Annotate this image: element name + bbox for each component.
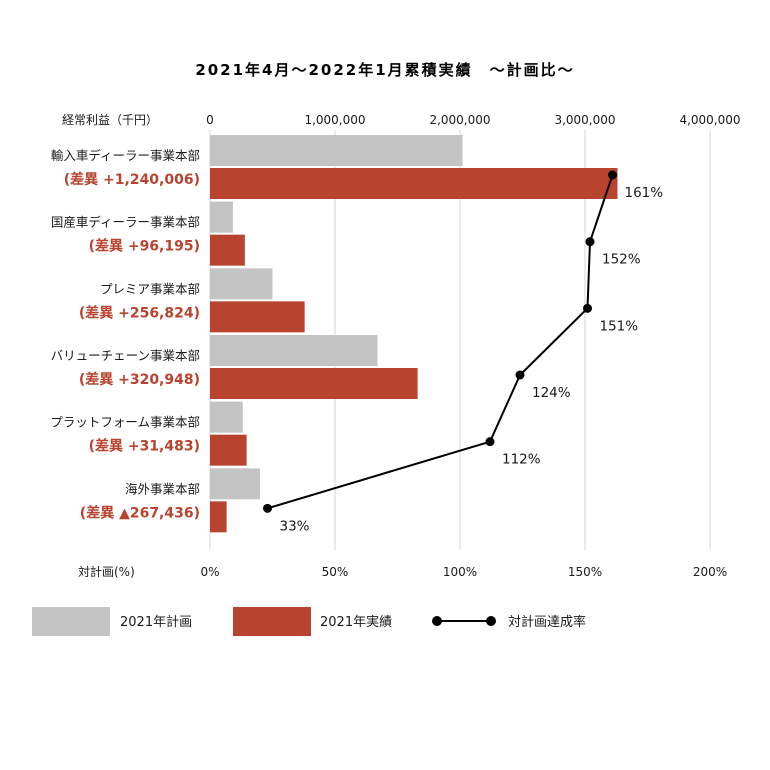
rate-label: 151% (600, 318, 639, 334)
top-tick-label: 3,000,000 (554, 113, 615, 127)
category-label: バリューチェーン事業本部 (51, 348, 200, 363)
rate-polyline (267, 174, 614, 510)
legend-line-point (432, 616, 442, 626)
plan-bar (210, 335, 378, 366)
category-label: 海外事業本部 (125, 481, 200, 496)
rate-label: 33% (280, 518, 310, 534)
actual-bar (210, 301, 305, 333)
actual-bar (210, 368, 418, 399)
difference-label: (差異 ▲267,436) (80, 504, 200, 521)
rate-point (585, 237, 595, 247)
plan-bar (210, 201, 233, 233)
chart-title: 2021年4月～2022年1月累積実績 ～計画比～ (195, 61, 574, 79)
rate-label: 161% (625, 185, 664, 201)
top-axis-ticks: 0 1,000,000 2,000,000 3,000,000 4,000,000 (206, 113, 740, 127)
bottom-tick-label: 150% (568, 565, 602, 579)
legend-line-point (486, 616, 496, 626)
category-label: プラットフォーム事業本部 (50, 415, 200, 430)
bottom-axis-label: 対計画(%) (78, 564, 135, 579)
difference-label: (差異 +256,824) (79, 304, 200, 321)
plan-bar (210, 268, 273, 300)
bottom-tick-label: 0% (200, 565, 219, 579)
top-tick-label: 2,000,000 (429, 113, 490, 127)
actual-bar (210, 234, 245, 266)
legend-plan-swatch (32, 607, 110, 636)
rate-line: 161% 152% 151% 124% 112% 33% (263, 170, 664, 534)
plan-bar (210, 468, 260, 500)
bottom-axis-ticks: 0% 50% 100% 150% 200% (200, 565, 727, 579)
legend: 2021年計画 2021年実績 対計画達成率 (32, 607, 586, 636)
actual-bar (210, 434, 247, 466)
legend-actual-label: 2021年実績 (320, 614, 392, 630)
top-axis-label: 経常利益（千円） (62, 113, 158, 127)
bars (210, 135, 618, 533)
category-label: 輸入車ディーラー事業本部 (51, 148, 200, 163)
rate-point (485, 437, 495, 447)
legend-rate-label: 対計画達成率 (508, 614, 586, 630)
top-tick-label: 1,000,000 (304, 113, 365, 127)
rate-label: 124% (532, 385, 571, 401)
rate-point (515, 370, 525, 380)
category-label: プレミア事業本部 (100, 281, 200, 296)
plan-bar (210, 401, 243, 433)
bottom-tick-label: 100% (443, 565, 477, 579)
top-tick-label: 4,000,000 (679, 113, 740, 127)
rate-point (583, 303, 592, 313)
difference-label: (差異 +1,240,006) (64, 171, 200, 188)
rate-label: 152% (602, 252, 641, 268)
difference-label: (差異 +320,948) (79, 371, 200, 388)
actual-bar (210, 168, 618, 199)
legend-plan-label: 2021年計画 (120, 614, 192, 630)
difference-label: (差異 +31,483) (89, 438, 200, 455)
plan-bar (210, 135, 463, 166)
top-tick-label: 0 (206, 113, 214, 127)
bottom-tick-label: 50% (322, 565, 349, 579)
rate-point (608, 170, 617, 180)
difference-label: (差異 +96,195) (89, 238, 200, 255)
bottom-tick-label: 200% (693, 565, 727, 579)
rate-point (263, 503, 272, 513)
rate-label: 112% (502, 452, 541, 468)
category-labels: 輸入車ディーラー事業本部 (差異 +1,240,006) 国産車ディーラー事業本部 (… (50, 148, 200, 521)
actual-bar (210, 501, 227, 533)
category-label: 国産車ディーラー事業本部 (51, 215, 200, 230)
legend-actual-swatch (233, 607, 311, 636)
